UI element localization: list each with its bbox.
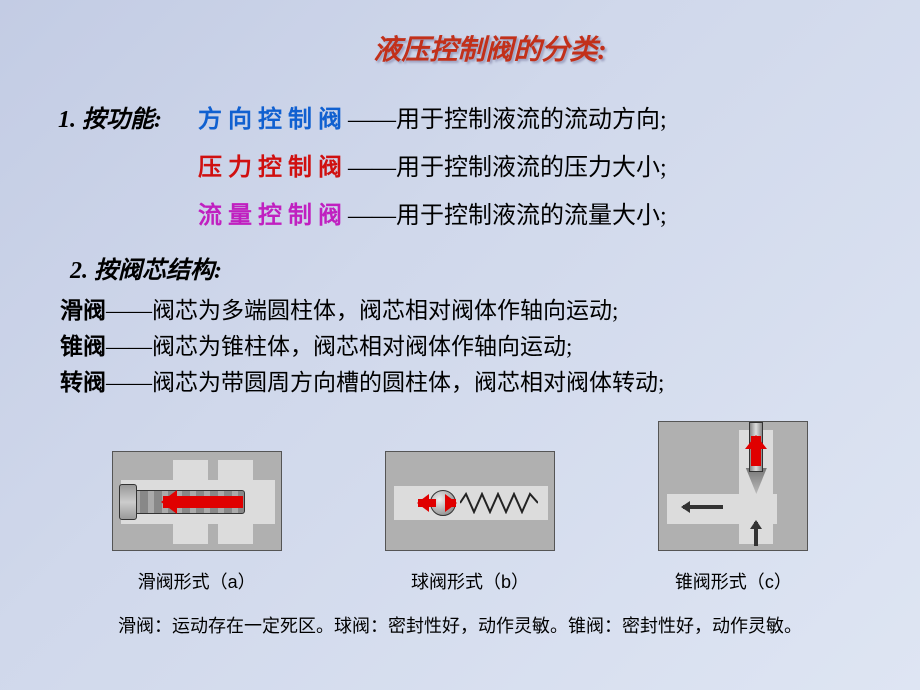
desc-pressure: ——用于控制液流的压力大小; [348,155,667,181]
desc-direction: ——用于控制液流的流动方向; [348,107,667,133]
figure-row: 滑阀形式（a） 球阀形式（b） [30,421,890,594]
term-spool-valve: 滑阀 [60,298,106,323]
desc-flow: ——用于控制液流的流量大小; [348,203,667,229]
section1-label: 1. 按功能: [58,99,198,134]
struct-item-cone: 锥阀——阀芯为锥柱体，阀芯相对阀体作轴向运动; [60,329,890,365]
caption-c-letter: c [765,572,774,592]
struct-item-spool: 滑阀——阀芯为多端圆柱体，阀芯相对阀体作轴向运动; [60,293,890,329]
function-list: 方向控制阀——用于控制液流的流动方向; 压力控制阀——用于控制液流的压力大小; … [198,96,890,240]
figure-b: 球阀形式（b） [385,451,555,594]
caption-a-suffix: ） [238,572,256,592]
desc-spool: ——阀芯为多端圆柱体，阀芯相对阀体作轴向运动; [106,298,618,323]
spring-icon [460,492,538,514]
caption-b-suffix: ） [511,572,529,592]
caption-c-suffix: ） [774,572,792,592]
arrow-up-icon [751,436,761,466]
func-item-pressure: 压力控制阀——用于控制液流的压力大小; [198,144,890,192]
end-cap-icon [119,484,137,520]
caption-a: 滑阀形式（a） [112,568,282,594]
term-direction-valve: 方向控制阀 [198,107,348,133]
figure-a: 滑阀形式（a） [112,451,282,594]
caption-c: 锥阀形式（c） [658,568,808,594]
slide: 液压控制阀的分类: 1. 按功能: 方向控制阀——用于控制液流的流动方向; 压力… [0,0,920,638]
section-by-function: 1. 按功能: 方向控制阀——用于控制液流的流动方向; 压力控制阀——用于控制液… [58,96,890,240]
flow-arrow-icon [683,505,723,509]
caption-c-prefix: 锥阀形式（ [675,572,765,592]
term-rotary-valve: 转阀 [60,370,106,395]
section2-label: 2. 按阀芯结构: [70,250,890,285]
desc-rotary: ——阀芯为带圆周方向槽的圆柱体，阀芯相对阀体转动; [106,370,664,395]
desc-cone: ——阀芯为锥柱体，阀芯相对阀体作轴向运动; [106,334,572,359]
flow-arrow-icon [754,522,758,546]
diagram-spool-valve [112,451,282,551]
arrow-left-icon [163,496,243,508]
struct-item-rotary: 转阀——阀芯为带圆周方向槽的圆柱体，阀芯相对阀体转动; [60,365,890,401]
caption-b-letter: b [501,572,511,592]
page-title: 液压控制阀的分类: [30,28,890,68]
arrow-left-icon [418,499,436,507]
func-item-flow: 流量控制阀——用于控制液流的流量大小; [198,192,890,240]
footer-note: 滑阀：运动存在一定死区。球阀：密封性好，动作灵敏。锥阀：密封性好，动作灵敏。 [30,612,890,638]
caption-a-prefix: 滑阀形式（ [138,572,228,592]
figure-c: 锥阀形式（c） [658,421,808,594]
func-item-direction: 方向控制阀——用于控制液流的流动方向; [198,96,890,144]
arrow-right-icon [446,499,456,507]
caption-b: 球阀形式（b） [385,568,555,594]
term-pressure-valve: 压力控制阀 [198,155,348,181]
diagram-ball-valve [385,451,555,551]
caption-b-prefix: 球阀形式（ [411,572,501,592]
term-cone-valve: 锥阀 [60,334,106,359]
term-flow-valve: 流量控制阀 [198,203,348,229]
diagram-cone-valve [658,421,808,551]
caption-a-letter: a [228,572,238,592]
structure-list: 滑阀——阀芯为多端圆柱体，阀芯相对阀体作轴向运动; 锥阀——阀芯为锥柱体，阀芯相… [60,293,890,401]
